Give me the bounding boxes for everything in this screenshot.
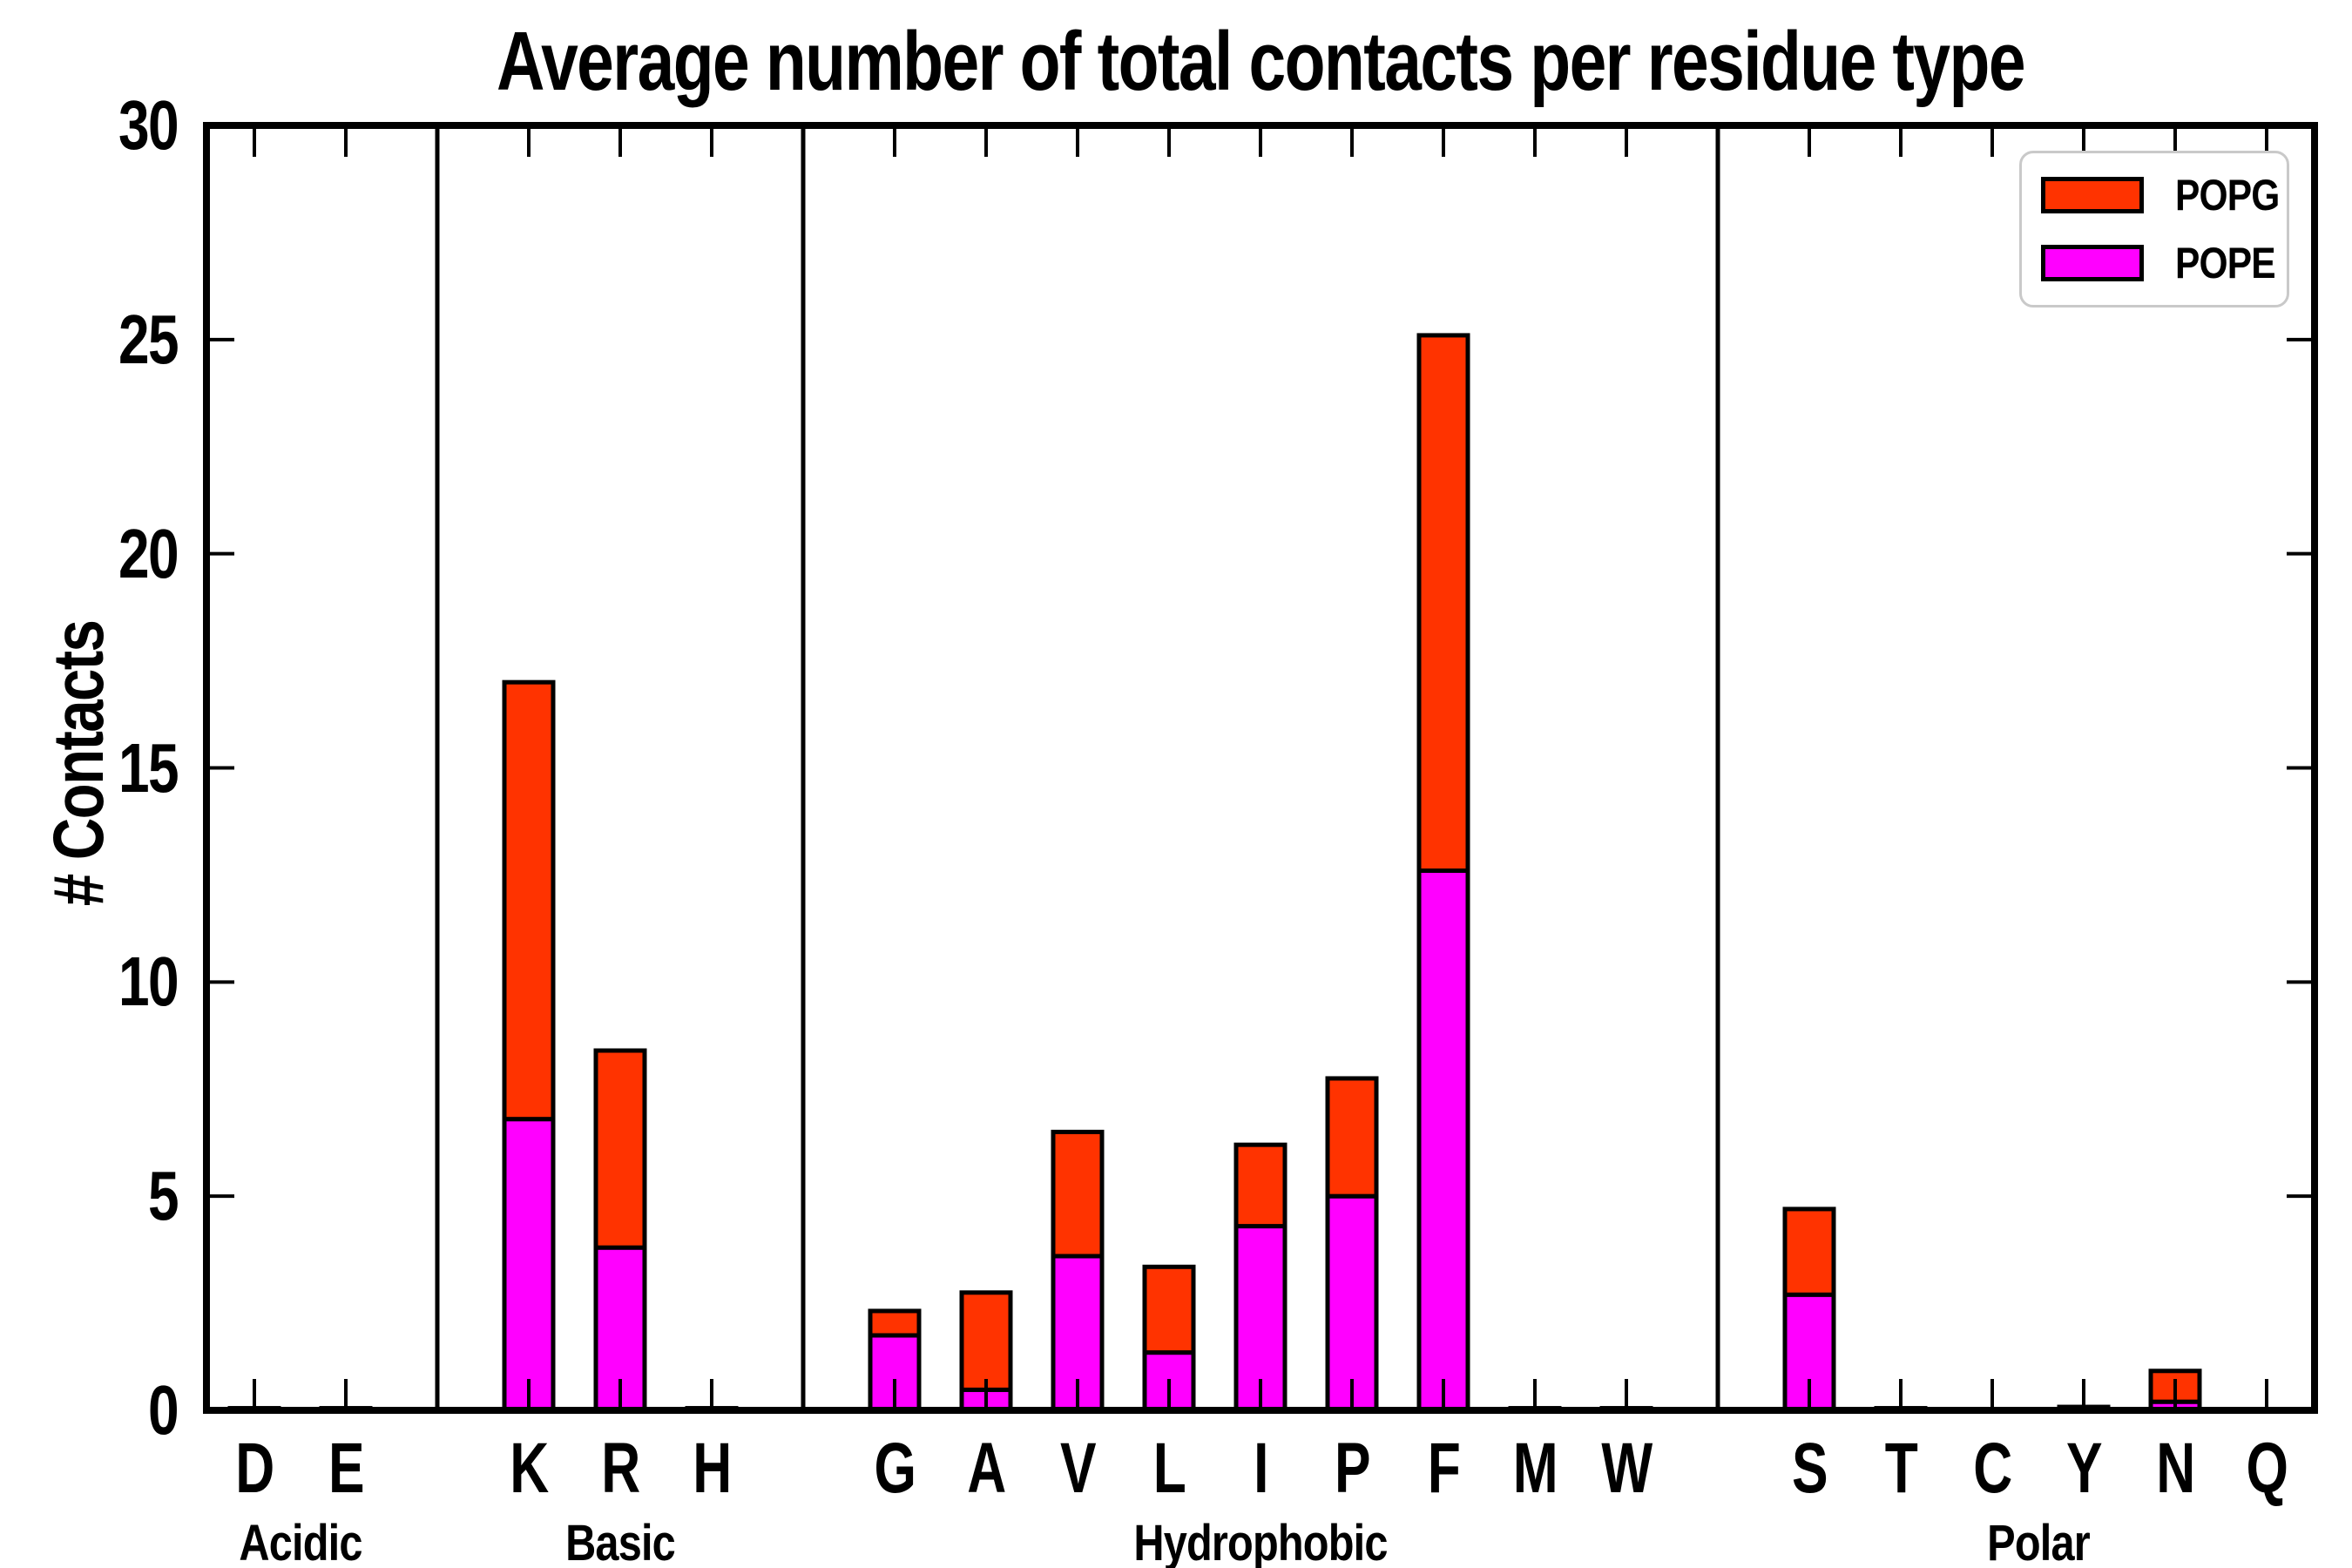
legend-swatch-pope [2041, 244, 2144, 281]
x-category-label-T: T [1884, 1429, 1918, 1508]
x-category-label-R: R [601, 1429, 640, 1508]
x-category-label-W: W [1601, 1429, 1652, 1508]
y-tick-label-0: 0 [148, 1371, 179, 1449]
legend-box: POPG POPE [2019, 151, 2289, 308]
bar-F-popg [1416, 333, 1470, 873]
group-label-hydrophobic: Hydrophobic [1133, 1515, 1388, 1568]
x-category-label-F: F [1427, 1429, 1461, 1508]
group-label-acidic: Acidic [238, 1515, 362, 1568]
y-tick-label-30: 30 [118, 86, 179, 164]
bar-P-pope [1325, 1193, 1379, 1413]
group-label-basic: Basic [565, 1515, 676, 1568]
legend-swatch-popg [2041, 177, 2144, 214]
x-category-label-K: K [510, 1429, 549, 1508]
bar-K-pope [502, 1117, 556, 1413]
x-category-label-E: E [328, 1429, 365, 1508]
x-category-label-D: D [235, 1429, 274, 1508]
x-category-label-I: I [1254, 1429, 1268, 1508]
bar-R-popg [593, 1048, 647, 1250]
x-category-label-Q: Q [2246, 1429, 2288, 1508]
bar-A-popg [959, 1290, 1013, 1392]
y-tick-label-20: 20 [118, 514, 179, 592]
x-category-label-Y: Y [2065, 1429, 2103, 1508]
legend-entry-pope: POPE [2022, 238, 2287, 288]
chart-title: Average number of total contacts per res… [497, 15, 2025, 108]
x-category-label-N: N [2156, 1429, 2195, 1508]
legend-label-pope: POPE [2175, 238, 2276, 287]
bar-V-popg [1051, 1129, 1105, 1259]
x-category-label-P: P [1334, 1429, 1371, 1508]
bar-P-popg [1325, 1076, 1379, 1199]
bar-L-popg [1142, 1264, 1196, 1355]
x-category-label-A: A [967, 1429, 1006, 1508]
x-category-label-G: G [874, 1429, 916, 1508]
x-category-label-M: M [1512, 1429, 1558, 1508]
bar-K-popg [502, 679, 556, 1122]
bar-G-popg [868, 1308, 922, 1338]
x-category-label-L: L [1152, 1429, 1186, 1508]
y-tick-label-10: 10 [118, 943, 179, 1021]
x-category-label-C: C [1973, 1429, 2012, 1508]
y-tick-label-5: 5 [148, 1157, 179, 1235]
y-tick-label-25: 25 [118, 300, 179, 378]
bar-F-pope [1416, 868, 1470, 1413]
y-tick-label-15: 15 [118, 728, 179, 807]
x-category-label-H: H [693, 1429, 732, 1508]
group-label-polar: Polar [1986, 1515, 2090, 1568]
bar-S-popg [1782, 1206, 1836, 1297]
legend-entry-popg: POPG [2022, 170, 2287, 220]
x-category-label-V: V [1059, 1429, 1097, 1508]
x-category-label-S: S [1791, 1429, 1828, 1508]
bar-I-popg [1233, 1142, 1288, 1229]
legend-label-popg: POPG [2175, 171, 2280, 220]
